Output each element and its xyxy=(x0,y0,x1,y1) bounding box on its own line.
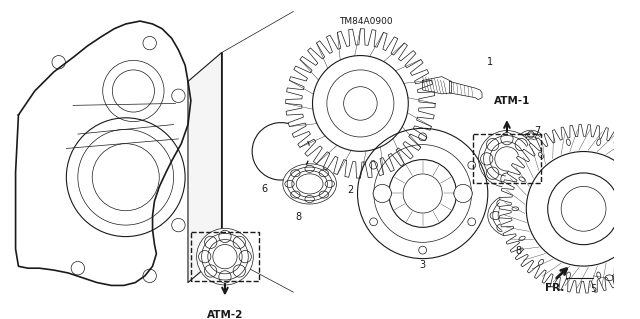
Text: 8: 8 xyxy=(295,212,301,222)
Text: 5: 5 xyxy=(590,284,596,294)
Circle shape xyxy=(196,228,253,285)
Polygon shape xyxy=(15,21,191,286)
Circle shape xyxy=(373,184,392,203)
Ellipse shape xyxy=(283,164,337,204)
Circle shape xyxy=(499,124,640,293)
Circle shape xyxy=(516,130,546,161)
Ellipse shape xyxy=(605,275,614,281)
Text: ATM-2: ATM-2 xyxy=(207,310,243,319)
Text: TM84A0900: TM84A0900 xyxy=(339,18,393,26)
Text: 7: 7 xyxy=(534,126,541,136)
Polygon shape xyxy=(449,81,482,100)
Text: 1: 1 xyxy=(486,57,493,67)
Text: ATM-1: ATM-1 xyxy=(493,96,530,106)
Bar xyxy=(191,232,259,281)
Bar xyxy=(473,134,541,183)
Ellipse shape xyxy=(454,186,472,201)
Text: FR.: FR. xyxy=(545,283,564,293)
Ellipse shape xyxy=(488,193,549,239)
Text: 2: 2 xyxy=(348,185,354,196)
Circle shape xyxy=(358,128,488,259)
Polygon shape xyxy=(188,53,221,283)
Text: 3: 3 xyxy=(420,260,426,270)
Circle shape xyxy=(454,184,472,203)
Circle shape xyxy=(479,130,535,187)
Text: 6: 6 xyxy=(262,183,268,194)
Circle shape xyxy=(285,29,435,178)
Polygon shape xyxy=(422,77,451,94)
Text: 8: 8 xyxy=(515,246,522,256)
Ellipse shape xyxy=(373,186,392,201)
